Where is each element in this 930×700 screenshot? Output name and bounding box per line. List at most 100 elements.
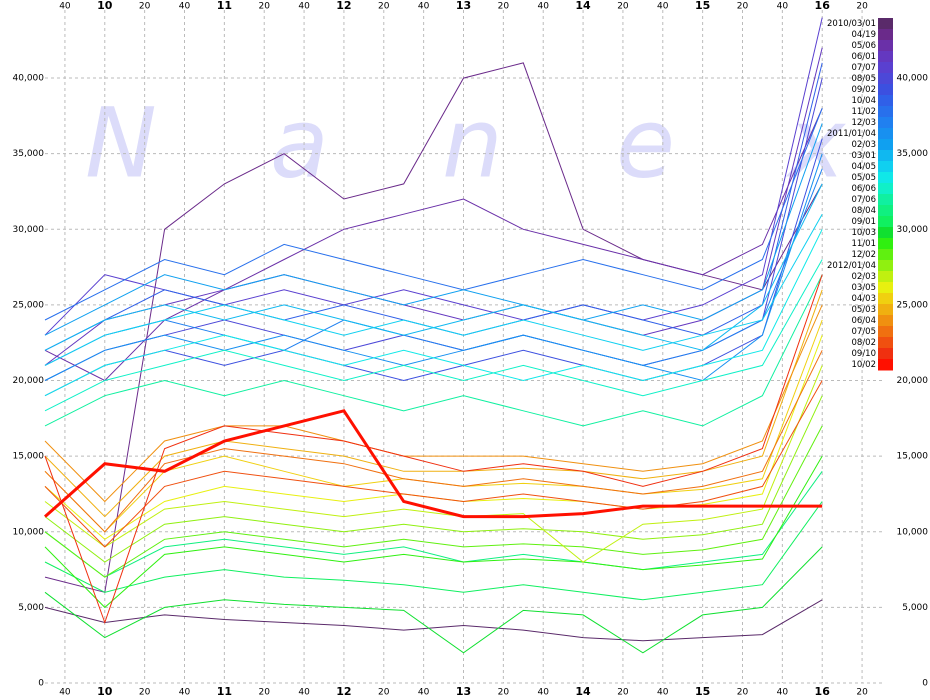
series-line <box>44 409 823 519</box>
x-tick-label: 20 <box>498 688 510 698</box>
y-tick-label: 5,000 <box>18 603 44 613</box>
x-tick-label: 20 <box>737 2 749 12</box>
series-line <box>44 259 823 412</box>
x-tick-label: 12 <box>336 685 351 698</box>
x-tick-label: 15 <box>695 685 710 698</box>
x-tick-label: 40 <box>298 688 310 698</box>
legend-swatch <box>878 62 893 74</box>
series-line <box>44 395 823 563</box>
series-line <box>44 274 823 625</box>
series-line <box>44 319 823 533</box>
legend-swatch <box>878 183 893 195</box>
x-tick-label: 40 <box>418 688 430 698</box>
legend-label: 10/04 <box>852 96 877 106</box>
series-line <box>44 123 823 336</box>
legend-swatch <box>878 161 893 173</box>
legend-swatch <box>878 29 893 41</box>
series-line <box>44 350 823 533</box>
y2-tick-label: 35,000 <box>897 149 929 159</box>
x-tick-label: 13 <box>456 685 471 698</box>
legend-swatch <box>878 359 893 371</box>
x-tick-label: 13 <box>456 0 471 12</box>
y2-tick-label: 5,000 <box>902 603 928 613</box>
legend-swatch <box>878 18 893 30</box>
legend-label: 04/19 <box>852 30 877 40</box>
x-tick-label: 20 <box>617 688 629 698</box>
x-tick-label: 40 <box>657 2 669 12</box>
legend-swatch <box>878 260 893 272</box>
x-tick-label: 40 <box>537 688 549 698</box>
series-line <box>44 546 823 654</box>
x-tick-label: 20 <box>139 2 151 12</box>
x-tick-label: 40 <box>59 2 71 12</box>
legend-label: 08/05 <box>852 74 877 84</box>
legend-swatch <box>878 106 893 118</box>
x-tick-label: 40 <box>777 688 789 698</box>
legend-swatch <box>878 304 893 316</box>
x-tick-label: 20 <box>856 2 868 12</box>
x-tick-label: 20 <box>139 688 151 698</box>
legend-swatch <box>878 238 893 250</box>
y2-tick-label: 25,000 <box>897 300 929 310</box>
legend-swatch <box>878 326 893 338</box>
y-tick-label: 40,000 <box>13 74 45 84</box>
x-tick-label: 20 <box>378 688 390 698</box>
x-tick-label: 20 <box>617 2 629 12</box>
x-tick-label: 40 <box>179 2 191 12</box>
y-tick-label: 15,000 <box>13 452 45 462</box>
legend-swatch <box>878 150 893 162</box>
legend-label: 02/03 <box>852 272 877 282</box>
series-line <box>44 47 823 366</box>
legend-label: 10/02 <box>852 360 877 370</box>
legend-label: 09/02 <box>852 85 877 95</box>
y-tick-label: 10,000 <box>13 527 45 537</box>
legend-swatch <box>878 337 893 349</box>
x-tick-label: 11 <box>217 0 232 12</box>
x-tick-label: 40 <box>179 688 191 698</box>
x-tick-label: 40 <box>59 688 71 698</box>
series-line <box>44 108 823 321</box>
watermark: Nanex <box>85 87 846 199</box>
legend-swatch <box>878 227 893 239</box>
legend-swatch <box>878 271 893 283</box>
legend-label: 2010/03/01 <box>827 19 876 29</box>
y2-tick-label: 0 <box>922 679 928 689</box>
legend-label: 2011/01/04 <box>827 129 876 139</box>
series-line <box>44 17 823 336</box>
x-tick-label: 40 <box>298 2 310 12</box>
series-line <box>44 304 823 503</box>
legend-swatch <box>878 95 893 107</box>
x-tick-label: 20 <box>378 2 390 12</box>
legend-swatch <box>878 205 893 217</box>
legend-swatch <box>878 348 893 360</box>
series-line <box>44 153 823 382</box>
x-tick-label: 40 <box>777 2 789 12</box>
legend-label: 06/04 <box>852 316 877 326</box>
y-tick-label: 30,000 <box>13 225 45 235</box>
legend-swatch <box>878 84 893 96</box>
legend-label: 07/05 <box>852 327 877 337</box>
series-line <box>44 380 823 548</box>
y2-tick-label: 15,000 <box>897 452 929 462</box>
x-tick-label: 16 <box>815 0 831 12</box>
legend-swatch <box>878 172 893 184</box>
y2-tick-label: 30,000 <box>897 225 929 235</box>
legend-swatch <box>878 293 893 305</box>
series-line <box>44 599 823 642</box>
legend-swatch <box>878 40 893 52</box>
x-tick-label: 20 <box>737 688 749 698</box>
x-tick-label: 14 <box>575 685 591 698</box>
legend-swatch <box>878 139 893 151</box>
x-tick-label: 20 <box>856 688 868 698</box>
y-tick-label: 35,000 <box>13 149 45 159</box>
legend-label: 06/01 <box>852 52 877 62</box>
series-line <box>44 425 823 578</box>
legend-swatch <box>878 315 893 327</box>
series-line <box>44 108 823 382</box>
x-tick-label: 15 <box>695 0 710 12</box>
y2-tick-label: 20,000 <box>897 376 929 386</box>
legend-label: 04/05 <box>852 162 877 172</box>
x-tick-label: 20 <box>258 688 270 698</box>
series-line <box>44 365 823 563</box>
legend-label: 07/07 <box>852 63 877 73</box>
